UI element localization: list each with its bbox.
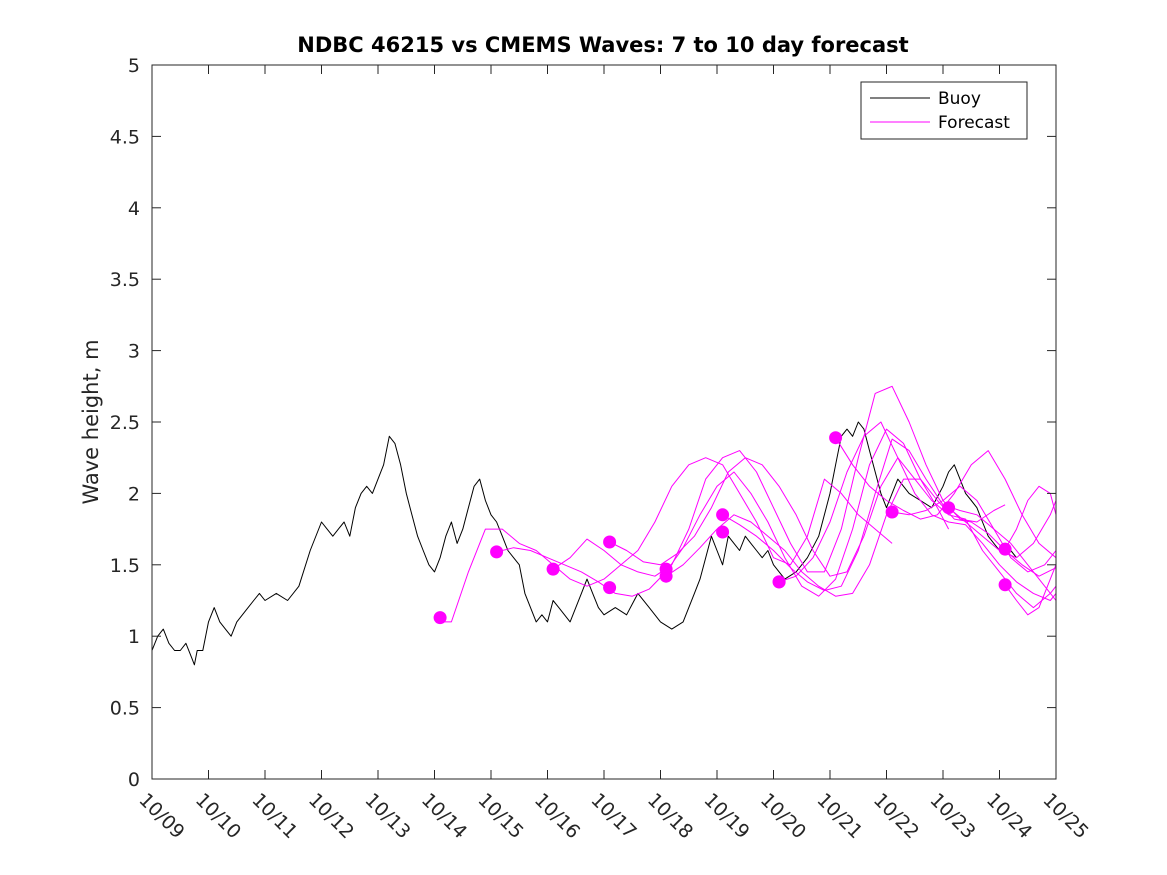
forecast-marker-0 [433, 611, 447, 625]
legend-box [860, 81, 1028, 140]
forecast-marker-4 [603, 581, 617, 595]
y-tick-label: 2 [128, 483, 140, 505]
forecast-series-line-11 [1004, 485, 1056, 550]
y-tick-label: 1 [128, 626, 140, 648]
forecast-marker-8 [716, 525, 730, 539]
y-tick-label: 4 [128, 198, 140, 220]
forecast-series-line-7 [778, 421, 1056, 601]
forecast-series-line-12 [1004, 564, 1056, 616]
y-tick-label: 3.5 [110, 269, 140, 291]
y-tick-label: 3 [128, 341, 140, 363]
forecast-series-line-4 [609, 457, 1056, 609]
forecast-marker-11 [829, 431, 843, 445]
forecast-series-line-5 [665, 478, 1056, 597]
legend-forecast-label: Forecast [938, 113, 1010, 133]
forecast-series-line-9 [892, 485, 1056, 573]
y-tick-label: 2.5 [110, 412, 140, 434]
y-tick-label: 0 [128, 769, 140, 791]
y-axis-label: Wave height, m [79, 339, 103, 504]
forecast-marker-10 [772, 575, 786, 589]
legend-buoy-label: Buoy [938, 89, 981, 109]
forecast-series-line-1 [440, 457, 893, 623]
forecast-marker-15 [998, 578, 1012, 592]
forecast-series-line-3 [552, 385, 1006, 577]
y-tick-label: 4.5 [110, 126, 140, 148]
forecast-marker-1 [490, 545, 504, 559]
forecast-series-line-6 [722, 438, 1056, 601]
legend: Buoy Forecast [860, 81, 1028, 140]
y-tick-label: 0.5 [110, 698, 140, 720]
forecast-series-line-2 [496, 428, 950, 597]
forecast-marker-12 [885, 505, 899, 519]
y-tick-label: 5 [128, 55, 140, 77]
forecast-marker-6 [659, 569, 673, 583]
forecast-marker-13 [942, 501, 956, 515]
buoy-series-line [152, 421, 1017, 666]
forecast-marker-7 [716, 508, 730, 522]
forecast-marker-3 [603, 535, 617, 549]
chart-title: NDBC 46215 vs CMEMS Waves: 7 to 10 day f… [297, 33, 908, 57]
forecast-marker-14 [998, 542, 1012, 556]
y-tick-label: 1.5 [110, 555, 140, 577]
forecast-markers [433, 431, 1012, 625]
forecast-marker-2 [546, 562, 560, 576]
